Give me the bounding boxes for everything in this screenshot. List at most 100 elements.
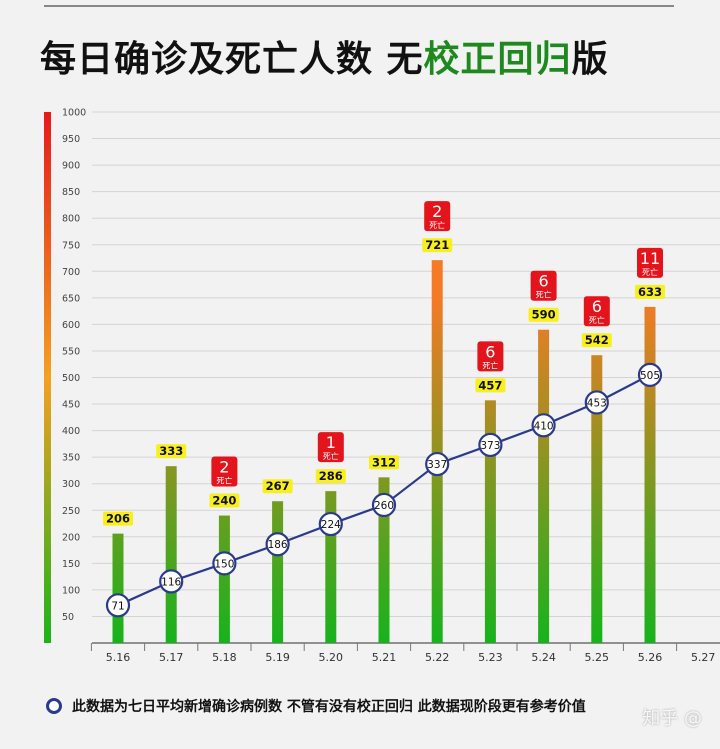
average-point <box>478 432 503 458</box>
death-count: 11 <box>640 249 660 268</box>
bar-value-tag <box>528 307 559 322</box>
y-tick-label: 600 <box>62 320 80 331</box>
y-tick-label: 550 <box>62 346 80 357</box>
average-value-label: 224 <box>321 519 341 531</box>
average-value-label: 373 <box>480 440 500 452</box>
bar-value-label: 542 <box>585 333 609 347</box>
legend: 此数据为七日平均新增确诊病例数 不管有没有校正回归 此数据现阶段更有参考价值 <box>46 696 586 716</box>
average-value-label: 186 <box>268 539 288 551</box>
death-badge: 6死亡 <box>530 270 557 301</box>
bar <box>431 260 443 643</box>
bar-value-label: 590 <box>532 308 556 322</box>
y-tick-label: 50 <box>62 612 74 623</box>
death-count: 2 <box>219 458 229 477</box>
average-point <box>265 532 290 557</box>
average-value-label: 260 <box>374 500 394 512</box>
death-badge-bg <box>317 432 344 463</box>
x-tick-label: 5.23 <box>478 651 503 664</box>
death-badge: 6死亡 <box>477 341 504 372</box>
average-point <box>371 492 397 518</box>
death-badge: 2死亡 <box>424 201 451 232</box>
y-tick-label: 200 <box>62 532 80 543</box>
bar-value-label: 206 <box>106 512 130 526</box>
bar-value-tag <box>262 479 293 494</box>
bar <box>378 477 390 643</box>
y-tick-label: 150 <box>62 559 80 570</box>
x-tick-label: 5.19 <box>265 651 290 664</box>
y-tick-label: 100 <box>62 585 80 596</box>
y-tick-label: 800 <box>62 214 80 225</box>
death-label: 死亡 <box>323 451 339 461</box>
bar <box>272 501 284 643</box>
average-point <box>159 569 184 594</box>
average-value-label: 150 <box>214 558 234 570</box>
bar-value-label: 312 <box>372 455 396 469</box>
watermark: 知乎 @ <box>642 708 702 729</box>
bar <box>644 306 656 643</box>
death-label: 死亡 <box>429 220 445 230</box>
y-tick-label: 1000 <box>62 108 86 119</box>
bar-value-tag <box>475 378 506 393</box>
bar-value-tag <box>156 444 187 459</box>
x-tick-label: 5.22 <box>425 651 450 664</box>
x-tick-label: 5.24 <box>531 651 556 664</box>
bar <box>112 533 124 643</box>
average-value-label: 337 <box>427 459 447 471</box>
average-point <box>318 511 343 537</box>
y-tick-label: 450 <box>62 400 80 411</box>
bar <box>218 515 230 643</box>
average-point <box>637 362 663 387</box>
x-tick-label: 5.26 <box>638 651 663 664</box>
x-tick-label: 5.18 <box>212 651 237 664</box>
death-count: 6 <box>485 342 495 361</box>
bar <box>165 466 177 643</box>
bar-value-tag <box>635 284 665 299</box>
average-value-label: 71 <box>111 600 124 612</box>
death-badge-bg <box>583 296 610 327</box>
top-rule <box>44 5 674 7</box>
y-axis-color-bar <box>44 112 51 643</box>
x-tick-label: 5.27 <box>691 651 716 664</box>
title-tail: 版 <box>571 39 609 80</box>
x-tick-label: 5.17 <box>159 651 184 664</box>
y-tick-label: 500 <box>62 373 80 384</box>
bar-value-label: 633 <box>638 285 662 299</box>
death-badge-bg <box>637 247 663 278</box>
y-tick-label: 950 <box>62 134 80 145</box>
title-highlight: 校正回归 <box>423 39 572 80</box>
title-main: 每日确诊及死亡人数 无 <box>40 39 424 80</box>
x-tick-label: 5.25 <box>585 651 610 664</box>
y-tick-label: 900 <box>62 161 80 172</box>
average-value-label: 453 <box>587 397 607 409</box>
average-value-label: 410 <box>534 420 554 432</box>
average-point <box>425 451 450 477</box>
bar-value-tag <box>369 455 399 470</box>
average-point <box>531 413 556 438</box>
bar-value-tag <box>581 333 612 348</box>
death-badge-bg <box>211 456 238 487</box>
bar-value-tag <box>315 469 346 484</box>
death-label: 死亡 <box>589 315 605 325</box>
bar-value-label: 457 <box>478 378 502 392</box>
y-tick-label: 850 <box>62 187 80 198</box>
y-tick-label: 250 <box>62 506 80 517</box>
death-count: 6 <box>539 272 549 291</box>
bar-value-label: 333 <box>159 444 183 458</box>
average-point <box>212 551 237 576</box>
bar-value-label: 267 <box>266 479 290 493</box>
death-count: 1 <box>326 433 336 452</box>
bar <box>325 491 337 643</box>
bar-value-label: 240 <box>212 494 236 508</box>
death-badge: 6死亡 <box>583 296 610 327</box>
death-badge: 1死亡 <box>317 432 344 463</box>
death-label: 死亡 <box>482 360 498 370</box>
y-tick-label: 650 <box>62 293 80 304</box>
y-tick-label: 300 <box>62 479 80 490</box>
bar <box>484 400 496 643</box>
bar-value-tag <box>103 511 133 526</box>
bar <box>538 329 550 643</box>
death-count: 6 <box>592 297 602 316</box>
death-badge-bg <box>477 341 504 372</box>
chart-title: 每日确诊及死亡人数 无校正回归版 <box>40 30 609 82</box>
